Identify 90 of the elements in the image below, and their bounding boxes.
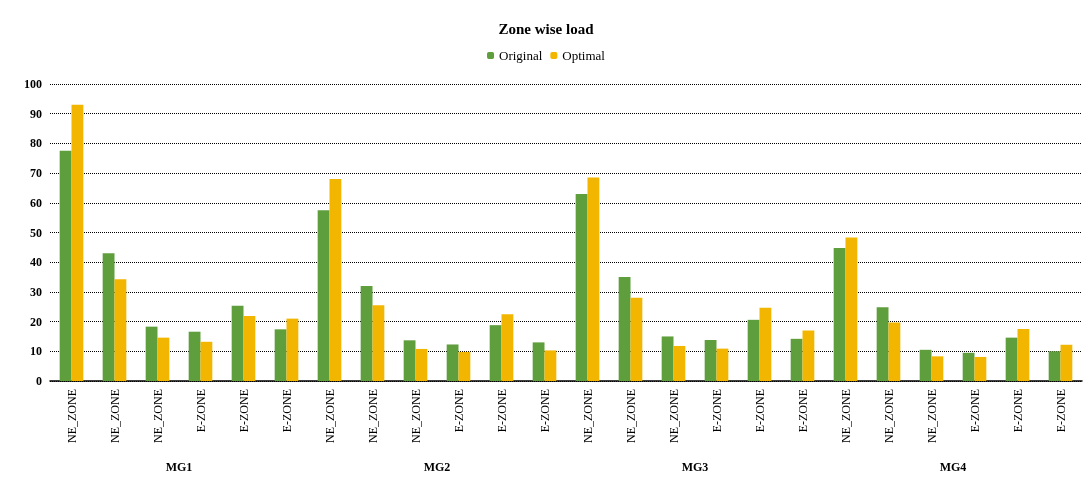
x-tick-label: E-ZONE [752, 389, 767, 433]
text: MG1 [165, 460, 193, 474]
bar [974, 356, 987, 381]
x-tick-label: E-ZONE [494, 389, 509, 433]
bar [845, 237, 858, 381]
bar [188, 331, 201, 381]
x-tick-label: NE_ZONE [64, 389, 79, 443]
bar [102, 253, 115, 381]
legend-label: Optimal [562, 48, 606, 63]
x-tick-label: E-ZONE [709, 389, 724, 433]
x-tick-label: E-ZONE [795, 389, 810, 433]
x-tick-label: NE_ZONE [150, 389, 165, 443]
bar [329, 179, 342, 381]
bar [1060, 344, 1073, 381]
bar [372, 305, 385, 381]
x-tick-label: NE_ZONE [881, 389, 896, 443]
y-tick-label: 70 [30, 166, 42, 181]
bar [716, 348, 729, 381]
bar [962, 352, 975, 381]
bar [403, 340, 416, 381]
bar [1005, 337, 1018, 381]
bar [630, 297, 643, 381]
bar [317, 210, 330, 381]
x-tick-label: NE_ZONE [580, 389, 595, 443]
bar [59, 150, 72, 381]
text: MG3 [681, 460, 709, 474]
bar [544, 350, 557, 381]
bar [587, 177, 600, 381]
x-tick-label: NE_ZONE [924, 389, 939, 443]
bar [360, 285, 373, 381]
x-tick-label: E-ZONE [193, 389, 208, 433]
y-tick-label: 90 [30, 106, 42, 121]
x-tick-label: E-ZONE [967, 389, 982, 433]
x-tick-label: E-ZONE [451, 389, 466, 433]
y-tick-label: 20 [30, 314, 42, 329]
x-tick-label: NE_ZONE [365, 389, 380, 443]
chart-title: Zone wise load [498, 20, 595, 37]
bar [532, 342, 545, 381]
bar [1017, 329, 1030, 381]
bar [673, 345, 686, 381]
bar [888, 322, 901, 381]
y-tick-label: 30 [30, 284, 42, 299]
bar [876, 307, 889, 381]
x-tick-label: NE_ZONE [322, 389, 337, 443]
text: MG2 [423, 460, 451, 474]
legend-label: Original [499, 48, 543, 63]
x-tick-label: NE_ZONE [623, 389, 638, 443]
bar [145, 326, 158, 381]
bar [458, 351, 471, 381]
bar [1048, 351, 1061, 381]
bar [833, 247, 846, 381]
y-tick-label: 60 [30, 195, 42, 210]
bar [71, 104, 84, 381]
bar [200, 341, 213, 381]
x-tick-label: NE_ZONE [408, 389, 423, 443]
y-tick-label: 0 [36, 374, 42, 388]
bar [231, 305, 244, 381]
bar [575, 193, 588, 381]
x-tick-label: NE_ZONE [838, 389, 853, 443]
x-tick-label: E-ZONE [236, 389, 251, 433]
bar [243, 315, 256, 381]
y-tick-label: 50 [30, 225, 42, 240]
bar [446, 344, 459, 381]
bar [274, 329, 287, 381]
bar [286, 318, 299, 381]
x-tick-label: NE_ZONE [107, 389, 122, 443]
bar [919, 349, 932, 381]
bar [661, 336, 674, 381]
y-tick-label: 40 [30, 255, 42, 270]
bar [489, 325, 502, 381]
x-tick-label: NE_ZONE [666, 389, 681, 443]
text: MG4 [939, 460, 967, 474]
bar [790, 338, 803, 381]
bar [704, 340, 717, 381]
bar [931, 356, 944, 381]
bar [501, 314, 514, 381]
bar [157, 337, 170, 381]
x-tick-label: E-ZONE [537, 389, 552, 433]
x-tick-label: E-ZONE [279, 389, 294, 433]
x-tick-label: E-ZONE [1010, 389, 1025, 433]
bar [802, 330, 815, 381]
bar [618, 277, 631, 381]
x-tick-label: E-ZONE [1053, 389, 1068, 433]
y-tick-label: 100 [24, 77, 42, 91]
bar [759, 307, 772, 381]
bar [114, 279, 127, 381]
y-tick-label: 10 [30, 344, 42, 359]
bar [747, 319, 760, 381]
y-tick-label: 80 [30, 136, 42, 151]
bar [415, 348, 428, 381]
